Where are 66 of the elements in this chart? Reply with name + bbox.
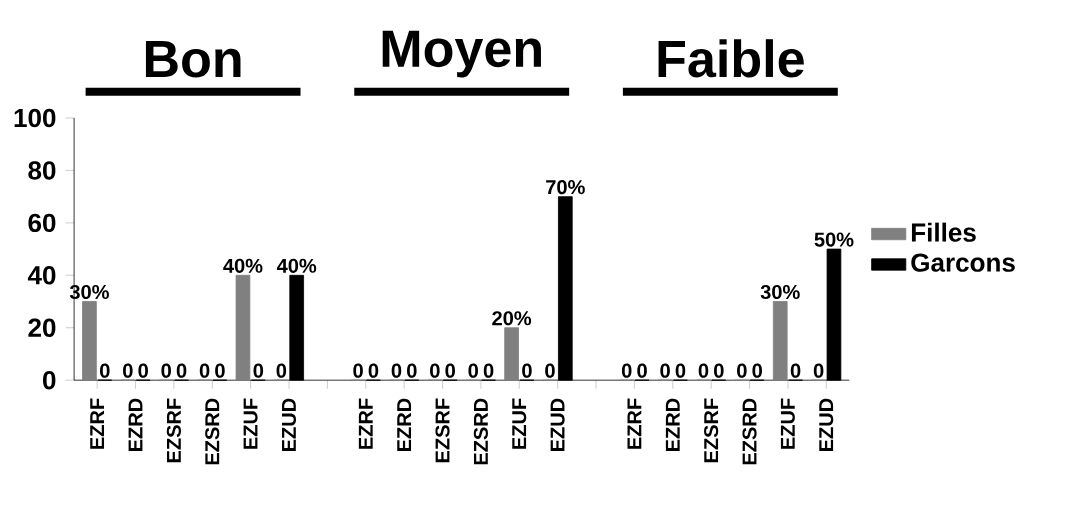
x-tick-label: EZRD xyxy=(665,398,680,451)
data-label: 0 xyxy=(138,363,148,378)
data-label: 0 xyxy=(123,363,133,378)
x-tick-label: EZSRF xyxy=(435,398,450,463)
data-label: 30% xyxy=(69,284,109,300)
data-label: 0 xyxy=(199,363,210,378)
data-label: 0 xyxy=(276,363,287,378)
data-label: 0 xyxy=(737,363,747,378)
y-tick-label: 40 xyxy=(27,266,56,285)
data-label: 40% xyxy=(223,258,263,273)
data-label: 0 xyxy=(161,363,171,378)
x-tick-label: EZRD xyxy=(397,398,412,451)
y-tick-label: 60 xyxy=(28,213,56,233)
data-label: 0 xyxy=(698,363,709,378)
x-tick-label: EZSRF xyxy=(166,398,181,463)
x-tick-label: EZSRD xyxy=(205,398,220,465)
data-label: 0 xyxy=(813,363,824,378)
data-label: 0 xyxy=(790,363,801,378)
x-tick-label: EZUD xyxy=(819,398,834,451)
data-label: 0 xyxy=(215,363,225,378)
x-tick-label: EZRF xyxy=(627,398,642,449)
data-label: 0 xyxy=(637,363,647,378)
data-label: 0 xyxy=(752,363,762,378)
y-tick-label: 80 xyxy=(28,161,56,180)
x-tick-label: EZRD xyxy=(128,398,143,451)
data-label: 0 xyxy=(468,363,478,378)
data-label: 0 xyxy=(483,363,494,378)
x-tick-label: EZUD xyxy=(550,398,565,451)
data-label: 50% xyxy=(814,232,854,247)
y-tick-label: 20 xyxy=(28,318,56,337)
legend-label: Garcons xyxy=(911,253,1015,272)
data-label: 0 xyxy=(391,363,402,378)
y-tick-label: 0 xyxy=(43,370,56,390)
data-label: 0 xyxy=(430,363,440,378)
x-tick-label: EZUF xyxy=(512,398,527,449)
data-label: 40% xyxy=(276,258,317,273)
data-label: 0 xyxy=(545,363,555,378)
data-label: 0 xyxy=(660,363,670,378)
data-label: 0 xyxy=(176,363,187,378)
data-label: 30% xyxy=(760,284,800,300)
x-tick-label: EZRF xyxy=(358,398,373,449)
data-label: 0 xyxy=(445,363,455,378)
data-label: 0 xyxy=(100,363,110,378)
legend-label: Filles xyxy=(911,222,976,242)
data-label: 0 xyxy=(407,363,417,378)
data-label: 0 xyxy=(714,363,724,378)
x-tick-label: EZUD xyxy=(282,398,296,451)
text: Moyen xyxy=(382,30,541,78)
x-tick-label: EZUF xyxy=(243,398,258,449)
data-label: 0 xyxy=(522,363,532,378)
x-tick-label: EZSRD xyxy=(473,398,488,465)
y-tick-label: 100 xyxy=(14,108,56,128)
data-label: 0 xyxy=(621,363,632,378)
bar xyxy=(504,327,519,381)
data-label: 0 xyxy=(368,363,379,378)
x-tick-label: EZSRF xyxy=(704,398,719,463)
data-label: 20% xyxy=(492,311,532,326)
data-label: 70% xyxy=(546,180,585,195)
x-tick-label: EZRF xyxy=(90,398,105,449)
text: Faible xyxy=(658,39,804,78)
text: Bon xyxy=(145,41,241,78)
data-label: 0 xyxy=(253,363,264,378)
data-label: 0 xyxy=(353,363,363,378)
data-label: 0 xyxy=(675,363,686,378)
x-tick-label: EZUF xyxy=(780,398,795,449)
x-tick-label: EZSRD xyxy=(742,398,757,465)
